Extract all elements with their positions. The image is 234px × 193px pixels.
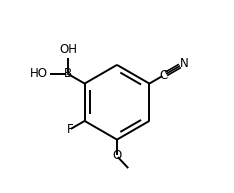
Text: O: O xyxy=(112,149,122,162)
Text: HO: HO xyxy=(30,68,48,80)
Text: B: B xyxy=(64,68,72,80)
Text: OH: OH xyxy=(59,43,77,56)
Text: N: N xyxy=(179,57,188,70)
Text: F: F xyxy=(66,123,73,136)
Text: C: C xyxy=(159,69,168,82)
